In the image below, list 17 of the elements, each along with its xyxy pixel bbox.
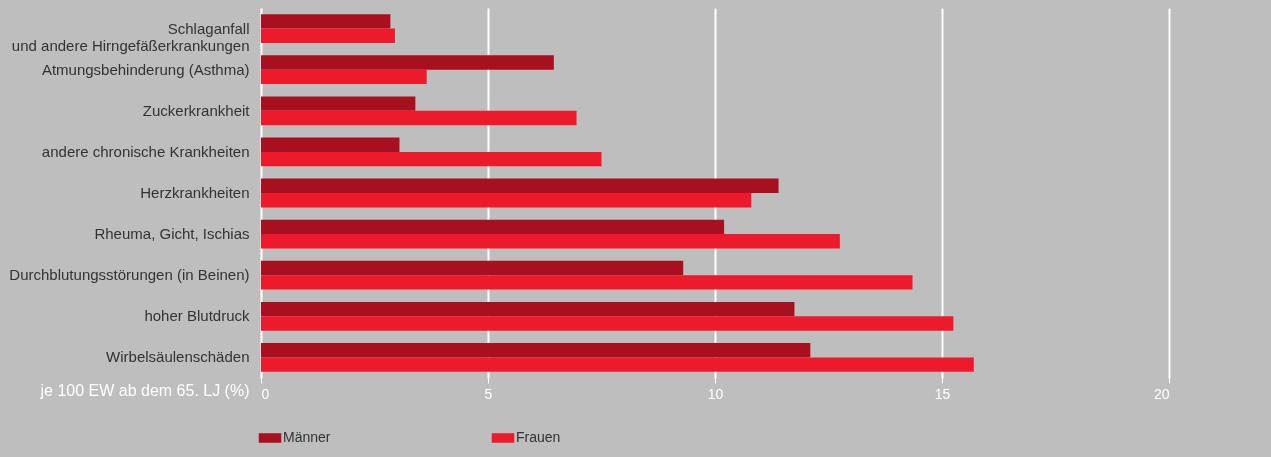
x-axis-title: je 100 EW ab dem 65. LJ (%)	[39, 381, 250, 399]
y-tick-label: Herzkrankheiten	[140, 184, 250, 201]
y-tick-label: Zuckerkrankheit	[142, 101, 251, 119]
legend-label: Frauen	[516, 429, 561, 445]
x-tick-label: 20	[1153, 385, 1170, 402]
x-tick-label: 10	[707, 385, 724, 402]
y-tick-label: hoher Blutdruck	[144, 307, 250, 325]
y-tick-label: Schlaganfall und andere Hirngefäßerkrankungen	[11, 19, 250, 54]
y-tick-label: andere chronische Krankheiten	[41, 142, 250, 160]
legend-label: Männer	[283, 429, 331, 445]
y-tick-label: Atmungsbehinderung (Asthma)	[41, 60, 250, 78]
x-tick-label: 0	[261, 385, 270, 402]
y-tick-label: Wirbelsäulenschäden	[106, 348, 250, 366]
y-tick-label: Rheuma, Gicht, Ischias	[94, 225, 250, 243]
y-tick-label: Durchblutungsstörungen (in Beinen)	[9, 266, 250, 284]
x-tick-label: 5	[484, 385, 493, 402]
x-tick-label: 15	[934, 385, 951, 402]
